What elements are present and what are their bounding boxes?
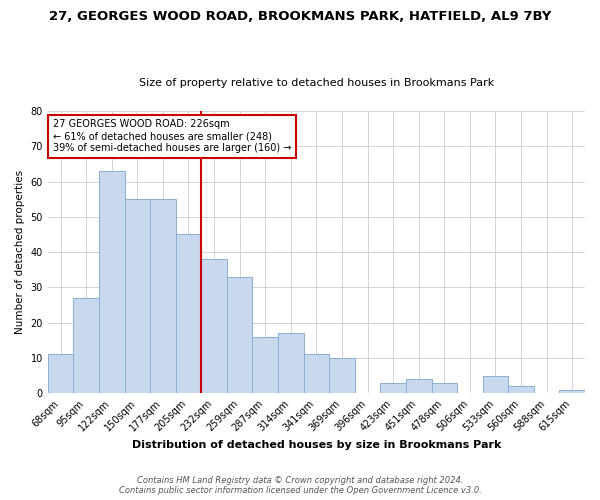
Bar bbox=[73, 298, 99, 394]
X-axis label: Distribution of detached houses by size in Brookmans Park: Distribution of detached houses by size … bbox=[132, 440, 501, 450]
Bar bbox=[150, 199, 176, 394]
Bar bbox=[431, 382, 457, 394]
Bar bbox=[201, 259, 227, 394]
Bar bbox=[176, 234, 201, 394]
Text: 27, GEORGES WOOD ROAD, BROOKMANS PARK, HATFIELD, AL9 7BY: 27, GEORGES WOOD ROAD, BROOKMANS PARK, H… bbox=[49, 10, 551, 23]
Bar bbox=[48, 354, 73, 394]
Y-axis label: Number of detached properties: Number of detached properties bbox=[15, 170, 25, 334]
Bar bbox=[253, 337, 278, 394]
Bar bbox=[329, 358, 355, 394]
Bar bbox=[125, 199, 150, 394]
Bar bbox=[278, 334, 304, 394]
Bar bbox=[99, 171, 125, 394]
Text: Contains HM Land Registry data © Crown copyright and database right 2024.
Contai: Contains HM Land Registry data © Crown c… bbox=[119, 476, 481, 495]
Bar bbox=[304, 354, 329, 394]
Bar bbox=[508, 386, 534, 394]
Bar bbox=[227, 277, 253, 394]
Text: 27 GEORGES WOOD ROAD: 226sqm
← 61% of detached houses are smaller (248)
39% of s: 27 GEORGES WOOD ROAD: 226sqm ← 61% of de… bbox=[53, 120, 292, 152]
Bar bbox=[406, 379, 431, 394]
Bar bbox=[482, 376, 508, 394]
Bar bbox=[559, 390, 585, 394]
Bar bbox=[380, 382, 406, 394]
Title: Size of property relative to detached houses in Brookmans Park: Size of property relative to detached ho… bbox=[139, 78, 494, 88]
